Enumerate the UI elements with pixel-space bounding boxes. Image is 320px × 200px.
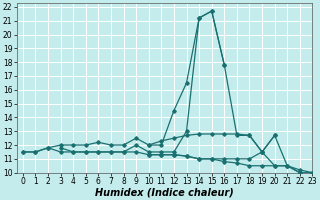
X-axis label: Humidex (Indice chaleur): Humidex (Indice chaleur) — [95, 187, 234, 197]
